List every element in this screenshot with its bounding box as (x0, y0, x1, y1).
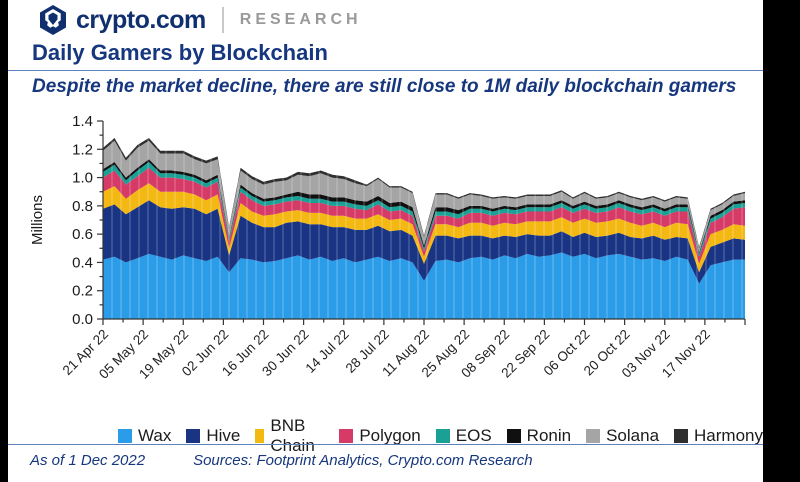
legend-item-hive: Hive (186, 426, 240, 446)
bar-striping-overlay (111, 121, 743, 319)
x-tick-label: 30 Jun 22 (259, 327, 312, 380)
area-series-group (103, 138, 745, 319)
x-tick-label: 03 Nov 22 (619, 327, 673, 381)
y-tick-label: 0.6 (72, 226, 93, 243)
legend-swatch (674, 429, 689, 443)
x-tick-label: 20 Oct 22 (581, 327, 633, 379)
x-tick-label: 02 Jun 22 (179, 327, 232, 380)
legend-item-eos: EOS (435, 426, 492, 446)
legend-item-wax: Wax (118, 426, 171, 446)
x-tick-label: 17 Nov 22 (659, 327, 713, 381)
y-tick-label: 1.2 (72, 141, 93, 158)
stacked-area-chart: 0.0 0.2 0.4 0.6 0.8 1.0 1.2 1.4 Millions 21 Apr 2… (29, 113, 746, 382)
legend-item-solana: Solana (586, 426, 659, 446)
legend-swatch (435, 429, 450, 443)
area-hive (103, 200, 745, 284)
area-harmony (103, 138, 745, 249)
y-axis-title: Millions (29, 195, 46, 245)
y-tick-label: 0.8 (72, 198, 93, 215)
legend-label: Hive (206, 426, 241, 445)
x-tick-label: 11 Aug 22 (379, 327, 432, 380)
area-eos (103, 162, 745, 257)
y-tick-label: 1.4 (72, 113, 93, 130)
x-tick-label: 05 May 22 (96, 327, 151, 382)
legend-label: EOS (455, 426, 492, 445)
report-card: crypto.com RESEARCH Daily Gamers by Bloc… (8, 0, 763, 482)
legend-label: Harmony (694, 426, 763, 445)
x-tick-label: 08 Sep 22 (458, 327, 512, 381)
legend-swatch (186, 429, 201, 443)
header-divider (221, 7, 224, 33)
brand-wordmark: crypto.com (76, 5, 206, 34)
legend-label: Ronin (526, 426, 572, 445)
legend-swatch (118, 429, 132, 443)
legend-label: Wax (138, 426, 172, 445)
axes: 0.0 0.2 0.4 0.6 0.8 1.0 1.2 1.4 Millions 21 Apr 2… (29, 113, 746, 382)
legend-item-polygon: Polygon (339, 426, 421, 446)
y-tick-label: 0.2 (72, 283, 93, 300)
area-solana (103, 140, 745, 253)
x-tick-label: 28 Jul 22 (343, 327, 392, 376)
x-tick-label: 22 Sep 22 (498, 327, 552, 381)
header: crypto.com RESEARCH (38, 4, 362, 36)
x-tick-label: 06 Oct 22 (541, 327, 593, 379)
legend-swatch (339, 429, 354, 443)
legend-item-bnb-chain: BNB Chain (255, 416, 324, 456)
legend-item-ronin: Ronin (506, 426, 572, 446)
y-tick-label: 1.0 (72, 170, 93, 187)
legend-swatch (586, 429, 601, 443)
legend-label: Polygon (359, 426, 421, 445)
sources-text: Sources: Footprint Analytics, Crypto.com… (193, 452, 533, 469)
as-of-date: As of 1 Dec 2022 (30, 452, 146, 469)
footer: As of 1 Dec 2022 Sources: Footprint Anal… (30, 452, 533, 469)
x-tick-label: 21 Apr 22 (60, 327, 111, 378)
area-polygon (103, 167, 745, 264)
title-rule (8, 70, 763, 71)
crypto-com-logo-icon (38, 5, 68, 35)
x-tick-label: 16 Jun 22 (219, 327, 272, 380)
x-tick-label: 19 May 22 (136, 327, 191, 382)
area-ronin (103, 159, 745, 254)
x-tick-label: 25 Aug 22 (419, 327, 473, 381)
chart-subtitle: Despite the market decline, there are st… (32, 76, 737, 97)
y-tick-label: 0.0 (72, 311, 93, 328)
area-wax (103, 252, 745, 319)
chart-legend: Wax Hive BNB Chain Polygon EOS Ronin Solana Har… (8, 416, 763, 456)
footer-rule (8, 444, 763, 445)
x-tick-label: 14 Jul 22 (303, 327, 352, 376)
legend-swatch (506, 429, 521, 443)
legend-item-harmony: Harmony (674, 426, 763, 446)
y-tick-label: 0.4 (72, 254, 93, 271)
chart-title: Daily Gamers by Blockchain (32, 40, 328, 65)
legend-swatch (255, 429, 265, 443)
research-label: RESEARCH (239, 11, 362, 28)
legend-label: BNB Chain (270, 416, 315, 455)
legend-label: Solana (606, 426, 660, 445)
area-bnb-chain (103, 183, 745, 273)
